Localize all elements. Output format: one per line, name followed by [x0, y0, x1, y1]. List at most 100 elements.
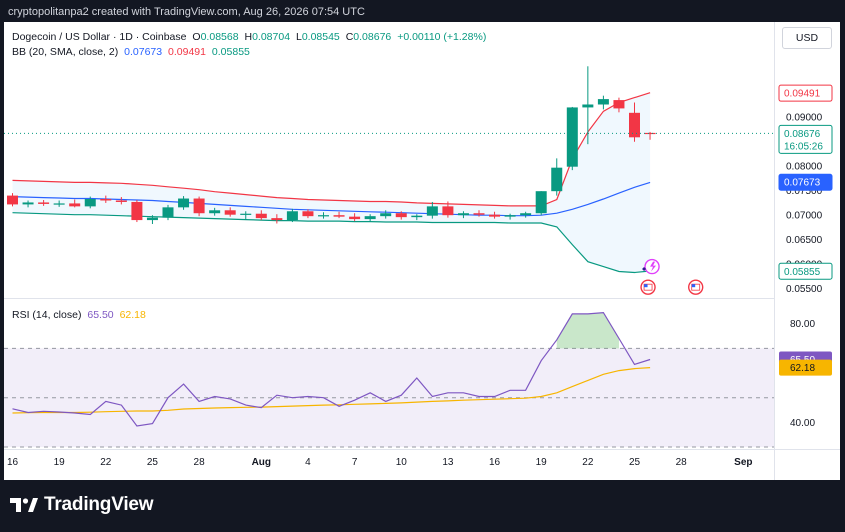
last-price-tag — [778, 124, 833, 154]
us-flag-canton-icon — [644, 284, 648, 288]
chart-caption: cryptopolitanpa2 created with TradingVie… — [8, 6, 365, 18]
bollinger-band-fill — [12, 92, 651, 273]
price-tick-label: 0.09000 — [786, 113, 823, 124]
sparkle-icon — [642, 267, 647, 272]
time-axis-tick-label: 13 — [442, 457, 454, 468]
brand-name: TradingView — [44, 494, 154, 515]
us-flag-canton-icon — [691, 284, 696, 288]
rsi-value: 65.50 — [87, 309, 114, 321]
bb-legend: BB (20, SMA, close, 2) 0.07673 0.09491 0… — [12, 46, 253, 58]
time-axis-tick-label: 22 — [100, 457, 112, 468]
time-axis-tick-label: Aug — [252, 457, 271, 468]
rsi-tick-label: 40.00 — [790, 418, 815, 429]
candle-body — [162, 207, 174, 218]
close-label: C — [345, 31, 354, 43]
candle-body — [69, 203, 81, 207]
lower-band-price-label: 0.05855 — [784, 267, 821, 278]
time-axis-tick-label: 25 — [629, 457, 641, 468]
time-axis-tick-label: 19 — [536, 457, 548, 468]
time-axis-tick-label: 28 — [676, 457, 688, 468]
candle-body — [131, 201, 143, 221]
candle-body — [364, 216, 376, 220]
candle-body — [53, 203, 65, 205]
price-tick-label: 0.07000 — [786, 211, 823, 222]
candle-body — [613, 100, 625, 109]
symbol-legend: Dogecoin / US Dollar · 1D · Coinbase O0.… — [12, 31, 489, 43]
candle-body — [442, 206, 454, 216]
candle-body — [520, 213, 532, 216]
candle-body — [115, 200, 127, 202]
candle-body — [146, 217, 158, 221]
lower-band-price-label-tag — [778, 262, 833, 280]
candle-body — [240, 213, 252, 215]
time-axis-tick-label: 16 — [7, 457, 19, 468]
candle-body — [473, 213, 485, 215]
open-value: 0.08568 — [200, 31, 239, 43]
upper-band-price-label-tag — [778, 84, 833, 102]
chart-frame: 0.055000.060000.065000.070000.075000.080… — [4, 22, 840, 480]
symbol-title: Dogecoin / US Dollar · 1D · Coinbase — [12, 31, 187, 43]
candle-body — [380, 213, 392, 217]
candle-body — [566, 107, 578, 167]
candle-body — [224, 210, 236, 215]
time-axis-tick-label: 7 — [352, 457, 358, 468]
price-tick-label: 0.08000 — [786, 162, 823, 173]
rsi-ma-value-label: 62.18 — [790, 363, 815, 374]
time-axis-tick-label: Sep — [734, 457, 752, 468]
chart-canvas[interactable]: 0.055000.060000.065000.070000.075000.080… — [4, 22, 840, 480]
candle-body — [457, 213, 469, 216]
rsi-ma-line — [12, 367, 651, 414]
tradingview-logo[interactable]: TradingView — [10, 494, 154, 516]
time-axis-tick-label: 4 — [305, 457, 311, 468]
candle-body — [395, 213, 407, 218]
bb-label: BB (20, SMA, close, 2) — [12, 46, 119, 58]
candle-body — [255, 213, 267, 219]
high-label: H — [244, 31, 253, 43]
candle-body — [426, 206, 438, 216]
time-axis-tick-label: 28 — [194, 457, 206, 468]
bollinger-basis-line — [12, 181, 651, 217]
last-price-label: 0.08676 — [784, 129, 821, 140]
rsi-overbought-fill — [556, 312, 619, 349]
candle-body — [318, 215, 329, 217]
time-axis-tick-label: 25 — [147, 457, 159, 468]
candle-body — [535, 191, 547, 214]
rsi-line — [12, 311, 651, 427]
candle-body — [178, 198, 190, 208]
tradingview-logo-icon — [10, 498, 38, 512]
rsi-tick-label: 80.00 — [790, 319, 815, 330]
candle-body — [271, 218, 283, 221]
candle-body — [551, 167, 563, 192]
candle-body — [597, 99, 609, 105]
time-axis-tick-label: 10 — [396, 457, 408, 468]
candle-body — [286, 211, 298, 221]
candle-body — [22, 202, 34, 205]
candle-body — [302, 211, 314, 217]
candle-body — [209, 210, 221, 214]
candle-body — [7, 195, 18, 205]
candle-body — [84, 199, 96, 207]
bb-upper-value: 0.09491 — [168, 46, 206, 58]
bb-lower-value: 0.05855 — [211, 46, 250, 58]
rsi-ma-value-label-tag — [779, 359, 832, 376]
open-label: O — [192, 31, 201, 43]
change-value: +0.00110 (+1.28%) — [397, 31, 487, 43]
candle-body — [411, 215, 423, 218]
low-value: 0.08545 — [301, 31, 340, 43]
high-value: 0.08704 — [252, 31, 291, 43]
candle-body — [629, 112, 640, 138]
price-tick-label: 0.07500 — [786, 186, 823, 197]
close-value: 0.08676 — [353, 31, 392, 43]
rsi-label: RSI (14, close) — [12, 309, 82, 321]
time-axis-tick-label: 22 — [582, 457, 594, 468]
candle-body — [582, 104, 594, 108]
rsi-ma-value: 62.18 — [119, 309, 146, 321]
bollinger-lower-line — [12, 212, 651, 274]
bb-basis-value: 0.07673 — [124, 46, 163, 58]
currency-selector[interactable]: USD — [782, 27, 832, 49]
candle-body — [38, 202, 50, 204]
candle-body — [333, 215, 345, 217]
candle-body — [644, 132, 656, 135]
candle-body — [193, 198, 205, 214]
candle-body — [349, 216, 361, 220]
